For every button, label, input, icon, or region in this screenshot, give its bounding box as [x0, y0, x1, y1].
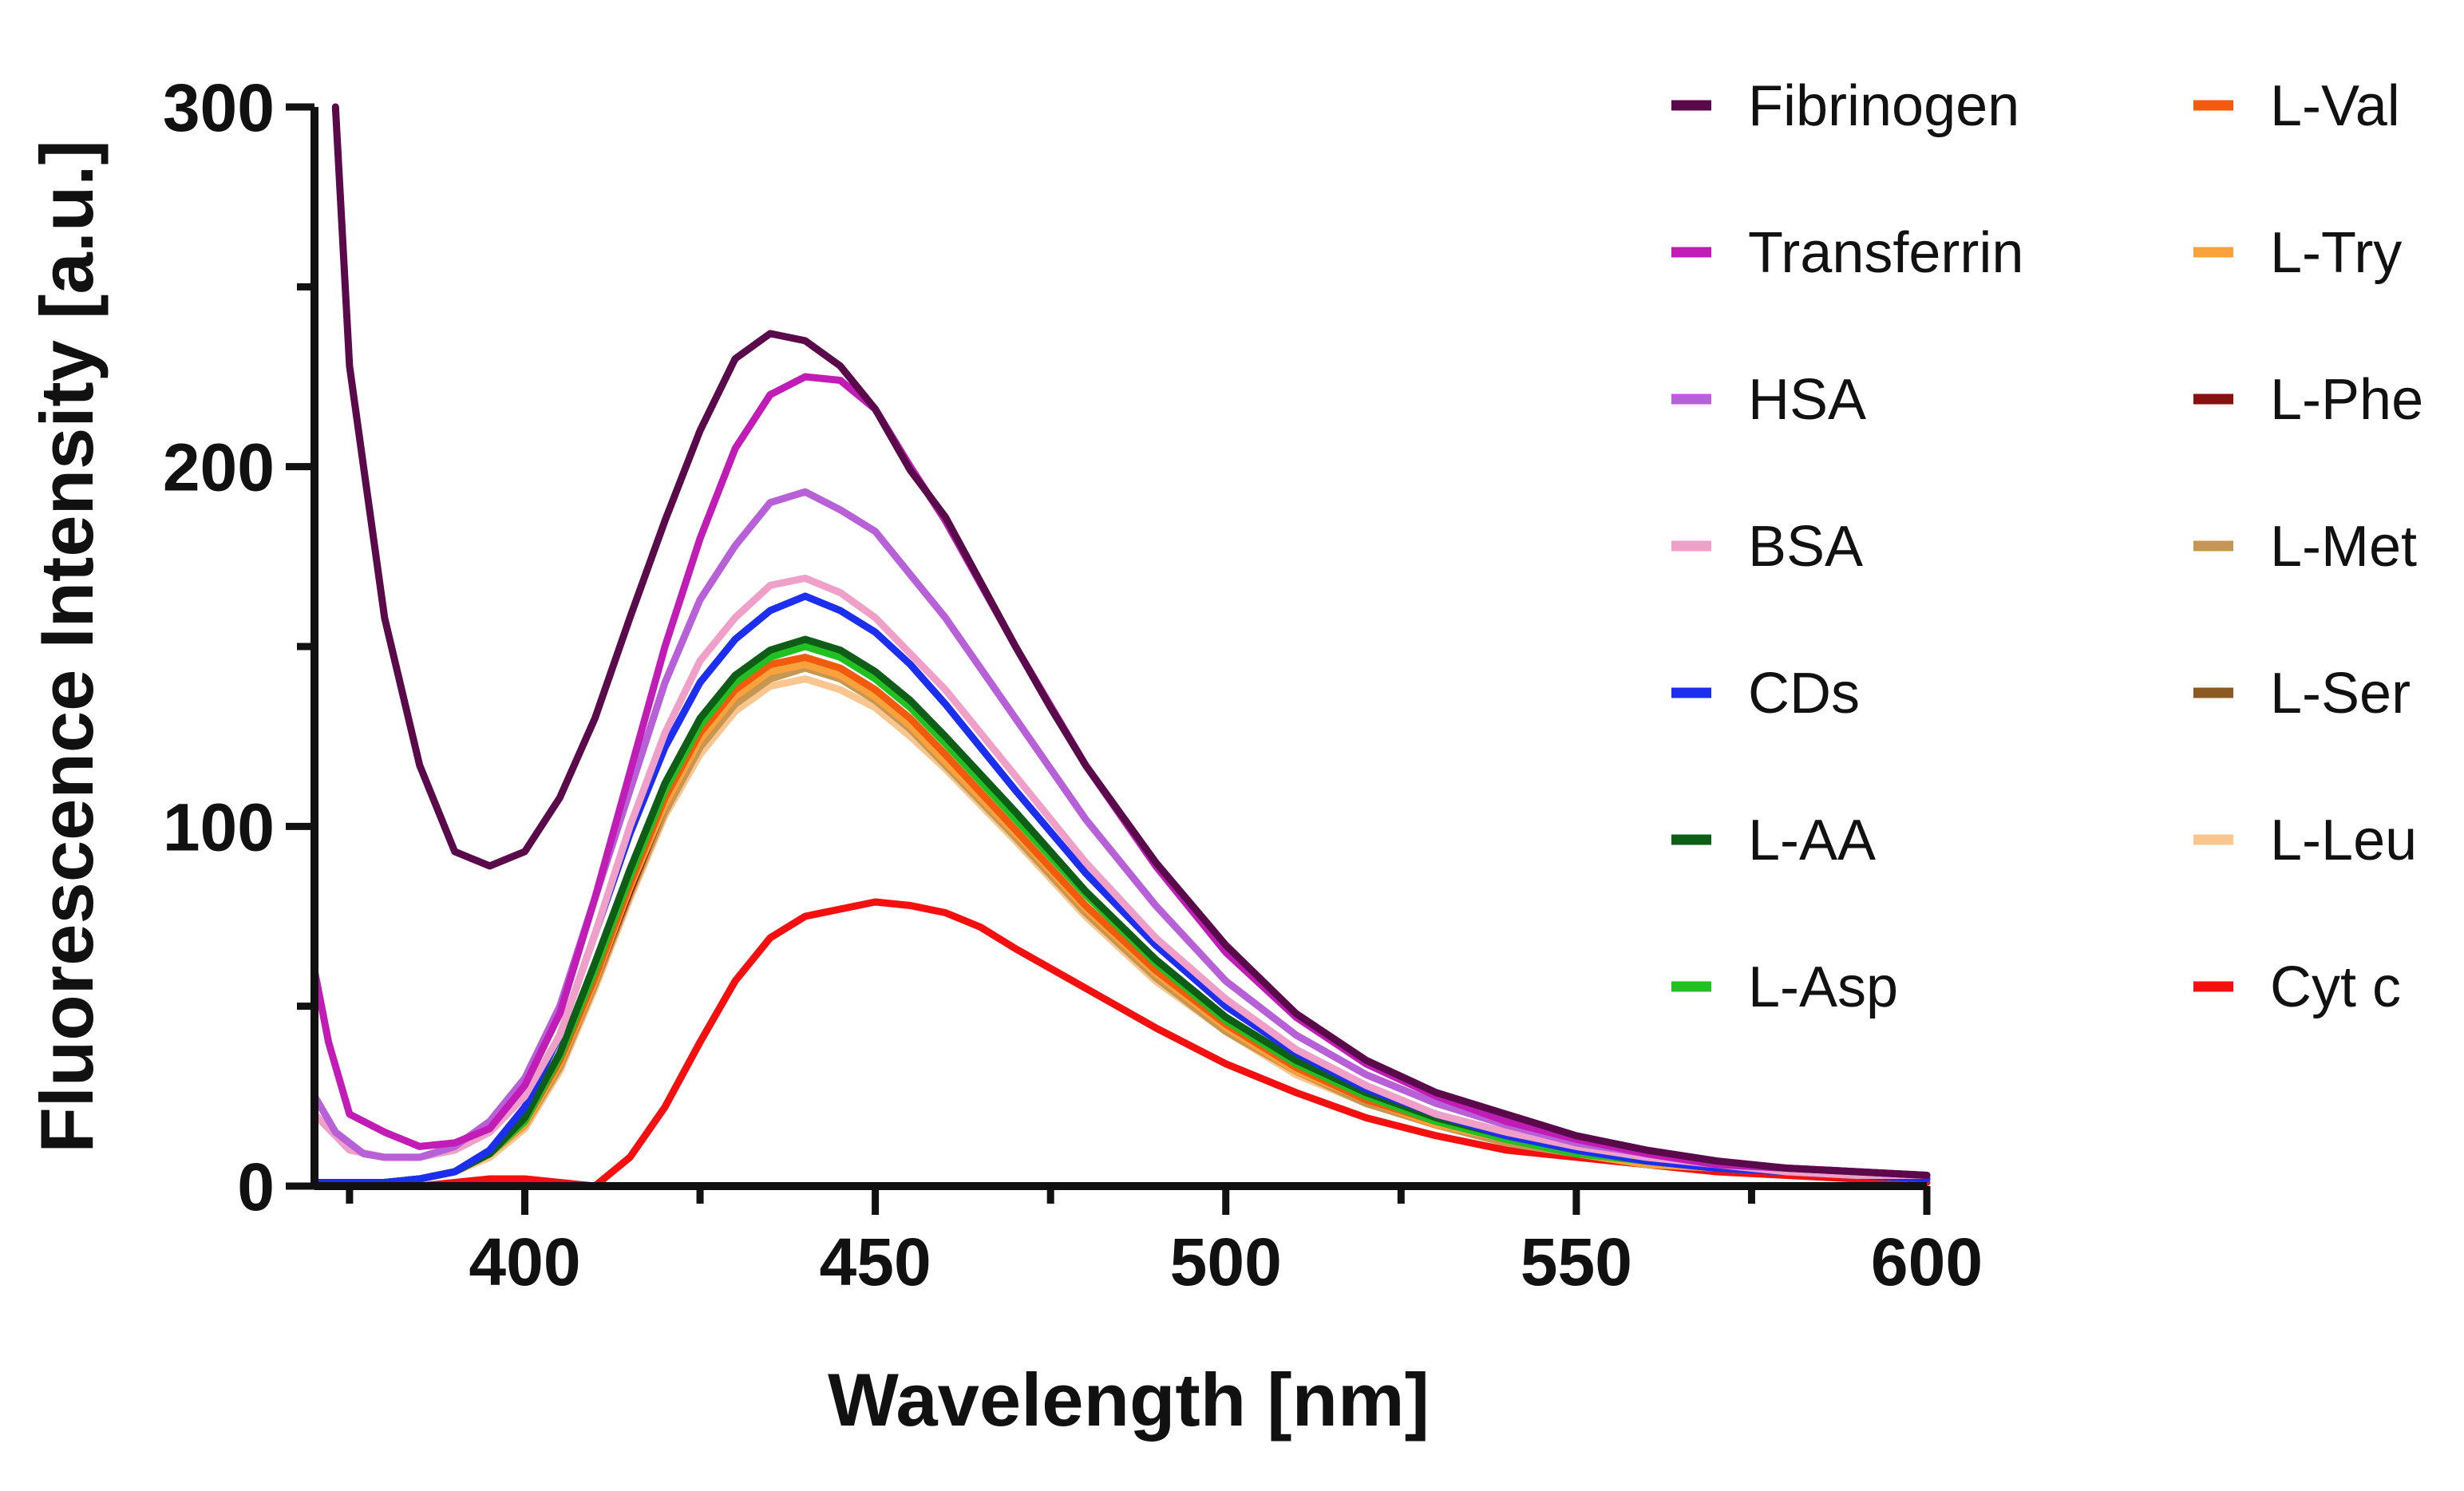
series-line-l-val: [314, 654, 1931, 1186]
legend-item: HSA: [1671, 368, 1866, 432]
legend-item: L-Met: [2193, 515, 2417, 579]
series-line-cyt-c: [314, 898, 1931, 1190]
legend-label: L-Ser: [2270, 662, 2411, 726]
series-line-bsa: [314, 574, 1931, 1179]
legend-item: L-Asp: [1671, 955, 1898, 1019]
legend-label: L-Leu: [2270, 809, 2417, 872]
legend-label: L-Try: [2270, 221, 2402, 285]
x-tick-label: 450: [820, 1224, 931, 1299]
x-tick-label: 400: [469, 1224, 580, 1299]
legend-item: Cyt c: [2193, 955, 2401, 1019]
legend-label: L-Val: [2270, 74, 2400, 138]
x-tick-label: 600: [1871, 1224, 1983, 1299]
series-layer: [314, 103, 1931, 1190]
series-line-transferrin: [314, 373, 1931, 1179]
legend-item: BSA: [1671, 515, 1863, 579]
legend-label: CDs: [1748, 662, 1860, 726]
y-tick-label: 0: [237, 1149, 275, 1224]
legend-label: L-Asp: [1748, 955, 1898, 1019]
series-line-l-asp: [314, 643, 1931, 1186]
axes-layer: 400 450 500 550 600 0 100 200 300: [163, 70, 1983, 1299]
legend: Fibrinogen Transferrin HSA BSA CDs L-AA L-Asp L…: [1671, 74, 2423, 1019]
legend-item: CDs: [1671, 662, 1860, 726]
x-tick-label: 550: [1521, 1224, 1632, 1299]
x-axis-title: Wavelength [nm]: [828, 1358, 1430, 1442]
y-tick-label: 300: [163, 70, 275, 145]
y-tick-label: 200: [163, 430, 275, 505]
legend-item: Transferrin: [1671, 221, 2023, 285]
legend-item: L-Try: [2193, 221, 2402, 285]
legend-label: L-Phe: [2270, 368, 2423, 432]
legend-item: L-AA: [1671, 809, 1876, 872]
legend-label: Transferrin: [1748, 221, 2023, 285]
y-tick-label: 100: [163, 789, 275, 864]
x-tick-label: 500: [1170, 1224, 1282, 1299]
legend-item: Fibrinogen: [1671, 74, 2019, 138]
legend-label: HSA: [1748, 368, 1866, 432]
legend-item: L-Val: [2193, 74, 2400, 138]
legend-item: L-Phe: [2193, 368, 2423, 432]
series-line-cds: [314, 592, 1931, 1186]
series-line-fibrinogen: [331, 103, 1931, 1179]
legend-label: BSA: [1748, 515, 1863, 579]
legend-item: L-Ser: [2193, 662, 2411, 726]
legend-label: Fibrinogen: [1748, 74, 2019, 138]
legend-item: L-Leu: [2193, 809, 2417, 872]
legend-label: L-Met: [2270, 515, 2417, 579]
legend-label: L-AA: [1748, 809, 1876, 872]
y-axis-title: Fluorescence Intensity [a.u.]: [25, 140, 109, 1153]
legend-label: Cyt c: [2270, 955, 2401, 1019]
